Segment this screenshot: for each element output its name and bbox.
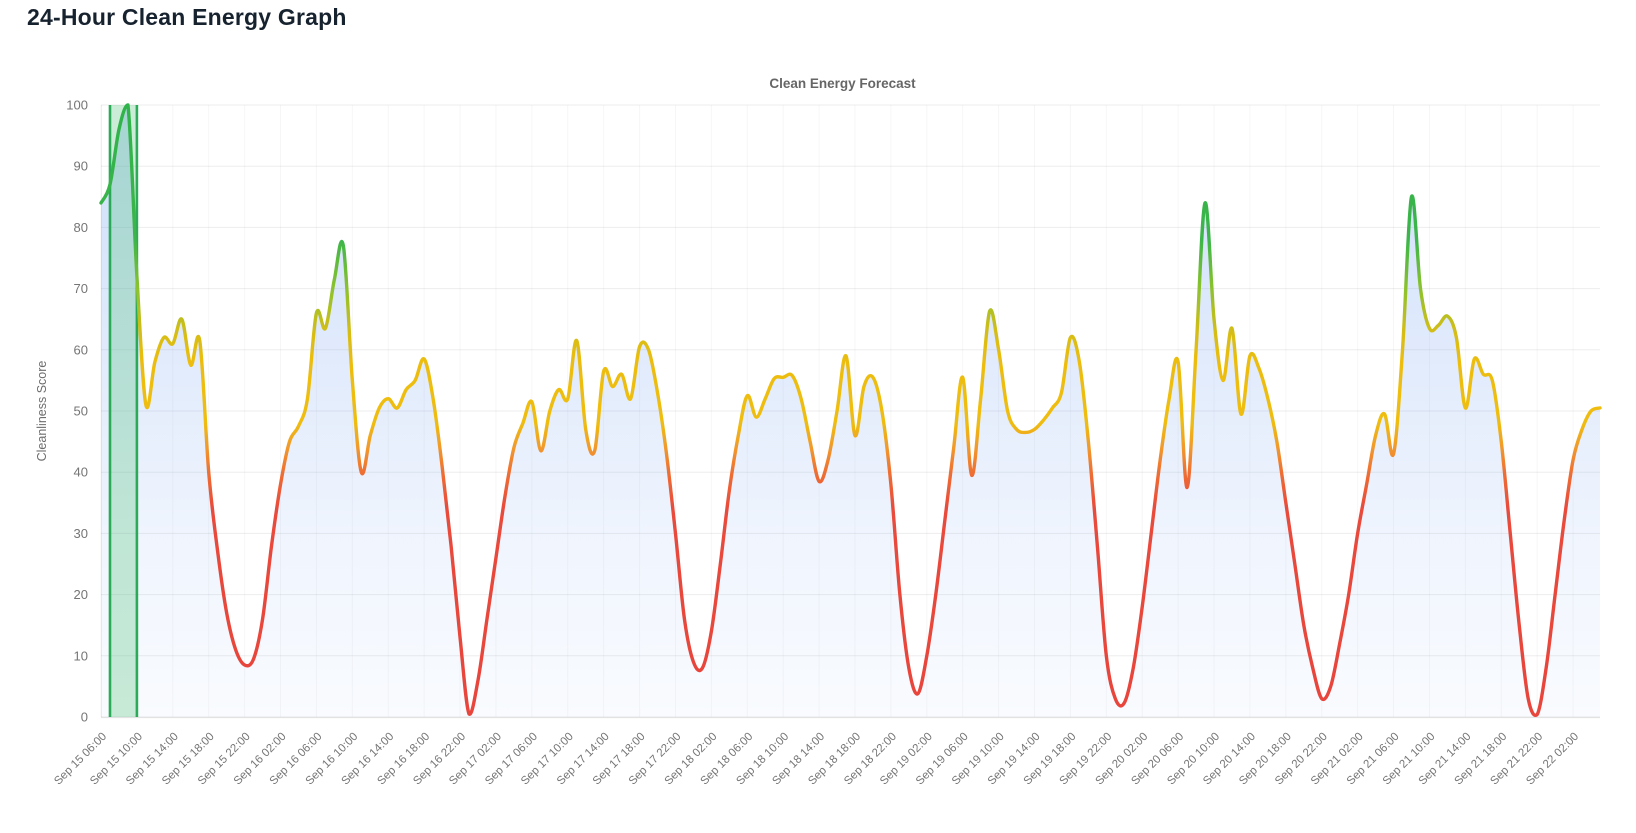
y-tick-label: 100 — [66, 98, 88, 113]
y-tick-label: 30 — [74, 526, 88, 541]
y-tick-label: 0 — [81, 710, 88, 725]
page-title: 24-Hour Clean Energy Graph — [27, 4, 347, 30]
y-tick-label: 20 — [74, 587, 88, 602]
y-tick-label: 40 — [74, 465, 88, 480]
clean-energy-chart: Clean Energy Forecast 0 10 20 30 40 50 60 70 80 90… — [0, 60, 1636, 828]
y-tick-label: 80 — [74, 220, 88, 235]
chart-title: Clean Energy Forecast — [769, 76, 916, 91]
y-tick-label: 60 — [74, 342, 88, 357]
y-tick-label: 70 — [74, 281, 88, 296]
y-axis-title: Cleanliness Score — [35, 361, 49, 462]
y-tick-label: 90 — [74, 159, 88, 174]
chart-canvas: Clean Energy Forecast 0 10 20 30 40 50 60 70 80 90… — [35, 76, 1602, 788]
energy-forecast-line — [99, 103, 1602, 717]
y-tick-label: 50 — [74, 404, 88, 419]
y-tick-label: 10 — [74, 648, 88, 663]
